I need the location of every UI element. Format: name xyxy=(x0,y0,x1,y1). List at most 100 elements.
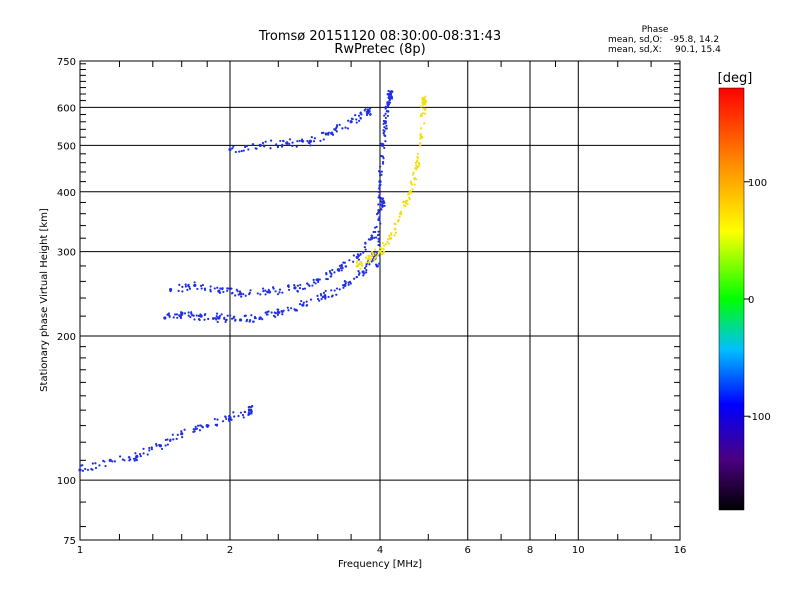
data-point xyxy=(280,309,283,313)
data-point xyxy=(178,314,181,317)
data-point xyxy=(179,316,183,320)
data-point xyxy=(263,145,266,148)
x-tick-label: 6 xyxy=(465,545,471,556)
data-point xyxy=(181,285,184,289)
minor-ticks xyxy=(80,61,680,540)
data-point xyxy=(245,318,249,321)
data-point xyxy=(192,428,195,431)
data-point xyxy=(278,288,282,291)
data-point xyxy=(227,287,230,290)
data-point xyxy=(387,238,390,241)
data-point xyxy=(420,105,423,108)
data-point xyxy=(384,134,387,138)
data-point xyxy=(381,144,384,147)
data-point xyxy=(90,467,93,471)
data-point xyxy=(234,294,237,297)
data-point xyxy=(288,142,291,146)
y-tick-label: 500 xyxy=(57,141,76,152)
y-tick-label: 300 xyxy=(57,248,76,259)
data-point xyxy=(381,162,385,165)
data-point xyxy=(387,93,390,96)
data-point xyxy=(215,315,218,318)
data-point xyxy=(279,139,282,143)
data-point xyxy=(369,113,372,116)
data-point xyxy=(416,152,420,156)
data-point xyxy=(413,183,416,186)
data-point xyxy=(286,306,289,309)
data-point xyxy=(264,289,267,292)
data-point xyxy=(420,135,424,139)
data-point xyxy=(281,143,284,146)
data-point xyxy=(383,146,386,150)
data-point xyxy=(302,301,305,304)
data-point xyxy=(374,248,377,251)
data-point xyxy=(207,317,210,321)
data-point xyxy=(300,299,303,303)
data-point xyxy=(377,203,380,206)
data-point xyxy=(335,126,338,130)
data-point xyxy=(103,460,106,463)
data-point xyxy=(249,409,252,412)
data-point xyxy=(373,258,376,261)
data-point xyxy=(376,212,379,215)
data-point xyxy=(359,117,362,120)
data-point xyxy=(370,255,373,258)
data-point xyxy=(184,283,187,286)
data-point xyxy=(423,122,426,125)
data-point xyxy=(421,112,424,115)
data-point xyxy=(386,240,389,243)
data-point xyxy=(378,180,382,184)
data-point xyxy=(242,293,245,296)
data-point xyxy=(378,216,381,219)
data-point xyxy=(400,212,403,215)
data-point xyxy=(261,141,265,145)
data-point xyxy=(338,288,341,291)
data-point xyxy=(394,228,397,231)
data-point xyxy=(158,444,162,447)
data-point xyxy=(388,96,392,99)
data-point xyxy=(358,272,361,275)
data-point xyxy=(301,287,305,291)
data-point xyxy=(232,411,235,414)
data-point xyxy=(190,311,193,314)
data-point xyxy=(270,311,273,314)
data-point xyxy=(273,311,276,314)
data-point xyxy=(324,297,327,300)
data-point xyxy=(329,275,332,278)
data-point xyxy=(249,319,252,322)
data-point xyxy=(286,141,289,144)
data-point xyxy=(296,140,299,143)
data-point xyxy=(287,288,291,291)
data-point xyxy=(362,274,365,277)
data-point xyxy=(160,447,164,451)
data-point xyxy=(419,133,423,136)
data-point xyxy=(291,144,294,148)
data-point xyxy=(226,314,229,317)
data-point xyxy=(373,236,376,239)
data-point xyxy=(265,313,268,316)
data-point xyxy=(128,456,131,459)
data-point xyxy=(199,424,202,427)
data-point xyxy=(368,107,372,110)
data-point xyxy=(384,243,388,246)
data-point xyxy=(250,314,253,317)
data-point xyxy=(363,272,366,275)
data-point xyxy=(276,310,280,314)
data-point xyxy=(357,114,361,117)
data-point xyxy=(184,285,187,288)
data-point xyxy=(369,258,373,261)
data-point xyxy=(347,119,350,122)
data-point xyxy=(416,156,419,159)
data-point xyxy=(370,260,373,263)
data-point xyxy=(378,183,382,187)
data-point xyxy=(169,289,172,293)
data-point xyxy=(380,247,383,250)
data-point xyxy=(312,140,316,143)
data-point xyxy=(353,277,356,280)
data-point xyxy=(375,250,378,254)
data-point xyxy=(370,236,374,240)
data-point xyxy=(262,290,265,293)
data-point xyxy=(370,234,373,237)
data-point xyxy=(206,425,209,428)
y-axis-label: Stationary phase Virtual Height [km] xyxy=(39,208,50,392)
